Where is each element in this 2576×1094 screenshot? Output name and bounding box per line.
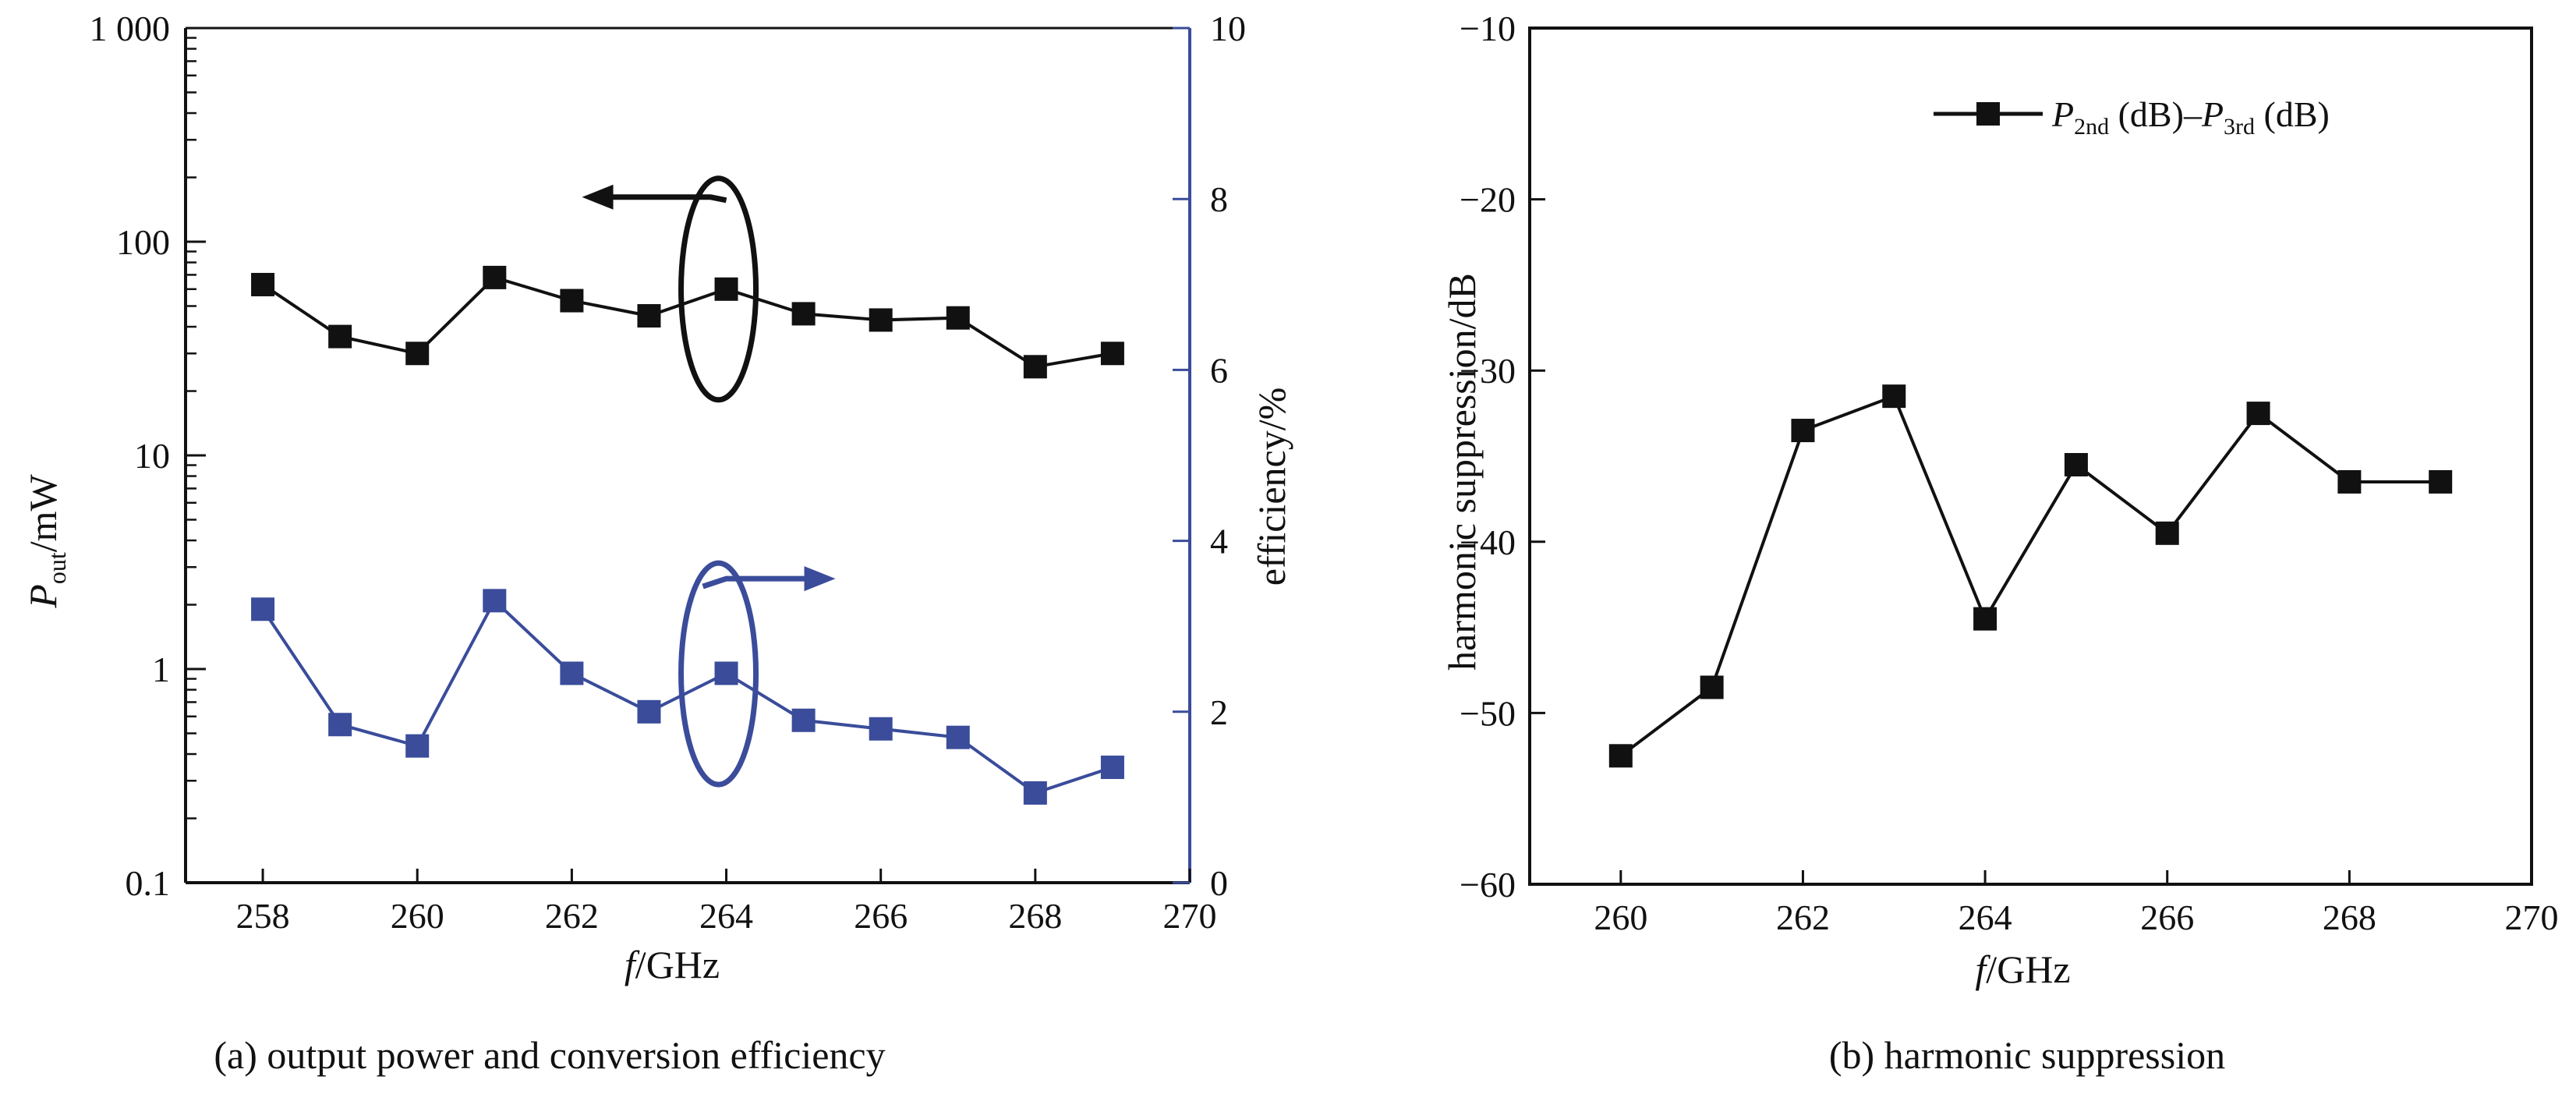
y-tick-label: −10 bbox=[1460, 9, 1516, 48]
y-right-tick-label: 2 bbox=[1210, 692, 1228, 732]
right-arrow-icon bbox=[804, 566, 836, 592]
series-1-line bbox=[261, 275, 1113, 369]
x-tick-label: 268 bbox=[2323, 898, 2376, 937]
series-2-marker bbox=[328, 713, 352, 737]
series-2-marker bbox=[946, 725, 970, 749]
series-1-marker bbox=[405, 342, 430, 366]
x-tick-label: 266 bbox=[2140, 898, 2194, 937]
series-1-marker bbox=[714, 277, 738, 301]
series-2-marker bbox=[1100, 756, 1124, 780]
series-2-marker bbox=[251, 597, 275, 621]
series-marker bbox=[2064, 452, 2088, 476]
series-2-marker bbox=[1023, 781, 1047, 805]
y-right-tick-label: 0 bbox=[1210, 863, 1228, 903]
efficiency-arrow-line bbox=[702, 575, 816, 589]
series-marker bbox=[1608, 744, 1633, 768]
left-arrow-icon bbox=[582, 184, 614, 210]
x-tick-label: 266 bbox=[854, 896, 908, 936]
x-tick-label: 270 bbox=[2505, 898, 2559, 937]
y-left-tick-label: 1 000 bbox=[90, 9, 171, 48]
y-left-tick-label: 0.1 bbox=[126, 863, 171, 903]
series-2-marker bbox=[714, 661, 738, 685]
y-left-axis-label: Pout/mW bbox=[21, 473, 71, 608]
y-right-tick-label: 6 bbox=[1210, 350, 1228, 390]
series-1-marker bbox=[251, 272, 275, 296]
y-left-tick-label: 10 bbox=[134, 436, 170, 476]
caption-a: (a) output power and conversion efficien… bbox=[214, 1033, 885, 1077]
series-2-marker bbox=[637, 699, 661, 724]
series-marker bbox=[1973, 607, 1997, 631]
series-marker bbox=[2429, 469, 2453, 494]
y-tick-label: −50 bbox=[1460, 693, 1516, 733]
y-right-axis-label: efficiency/% bbox=[1250, 388, 1293, 586]
series-marker bbox=[1791, 419, 1815, 443]
x-tick-label: 260 bbox=[1594, 898, 1647, 937]
y-right-tick-label: 8 bbox=[1210, 179, 1228, 219]
y-tick-label: −60 bbox=[1460, 865, 1516, 905]
x-tick-label: 270 bbox=[1163, 896, 1217, 936]
x-tick-label: 262 bbox=[1776, 898, 1830, 937]
series-1-marker bbox=[560, 289, 584, 313]
series-2-marker bbox=[791, 708, 816, 732]
series-1-marker bbox=[328, 324, 352, 349]
y-right-tick-label: 4 bbox=[1210, 522, 1228, 561]
power-arrow-line bbox=[601, 194, 727, 204]
series-1-marker bbox=[791, 302, 816, 326]
x-axis-label: f/GHz bbox=[625, 943, 720, 986]
series-marker bbox=[2246, 402, 2270, 426]
series-marker bbox=[2337, 469, 2362, 494]
series-1-marker bbox=[1100, 342, 1124, 366]
series-1-marker bbox=[483, 265, 507, 289]
series-marker bbox=[2155, 521, 2179, 545]
series-1-marker bbox=[946, 306, 970, 330]
y-tick-label: −20 bbox=[1460, 180, 1516, 220]
series-2-marker bbox=[483, 589, 507, 613]
x-tick-label: 258 bbox=[236, 896, 290, 936]
caption-b: (b) harmonic suppression bbox=[1829, 1033, 2225, 1077]
plot-frame bbox=[1528, 27, 2533, 886]
series-1-marker bbox=[1023, 355, 1047, 379]
y-axis-label: harmonic suppression/dB bbox=[1440, 273, 1484, 671]
series-2-marker bbox=[560, 661, 584, 685]
series-2-line bbox=[261, 598, 1113, 795]
x-tick-label: 264 bbox=[1959, 898, 2012, 937]
y-tick-label: −30 bbox=[1460, 351, 1516, 391]
x-tick-label: 264 bbox=[699, 896, 753, 936]
y-right-tick-label: 10 bbox=[1210, 9, 1246, 48]
series-marker bbox=[1700, 675, 1724, 699]
y-left-tick-label: 1 bbox=[152, 650, 170, 689]
series-line bbox=[1619, 394, 2441, 757]
series-2-marker bbox=[869, 717, 893, 741]
x-tick-label: 268 bbox=[1008, 896, 1062, 936]
series-1-marker bbox=[869, 308, 893, 332]
series-1-marker bbox=[637, 304, 661, 328]
x-tick-label: 260 bbox=[391, 896, 444, 936]
power-ellipse-annotation bbox=[678, 175, 759, 403]
series-2-marker bbox=[405, 734, 430, 758]
y-left-tick-label: 100 bbox=[116, 222, 170, 262]
x-axis-label: f/GHz bbox=[1975, 947, 2070, 991]
legend-marker bbox=[1976, 102, 2000, 126]
x-tick-label: 262 bbox=[545, 896, 599, 936]
chart-b: 260 262 264 266 268 270 f/GHz −60 −50 −40 −30 −20 −1… bbox=[1440, 9, 2559, 1077]
y-tick-label: −40 bbox=[1460, 522, 1516, 562]
legend-label: P2nd (dB)–P3rd (dB) bbox=[2051, 94, 2330, 140]
efficiency-ellipse-annotation bbox=[678, 560, 759, 788]
series-marker bbox=[1882, 384, 1906, 409]
